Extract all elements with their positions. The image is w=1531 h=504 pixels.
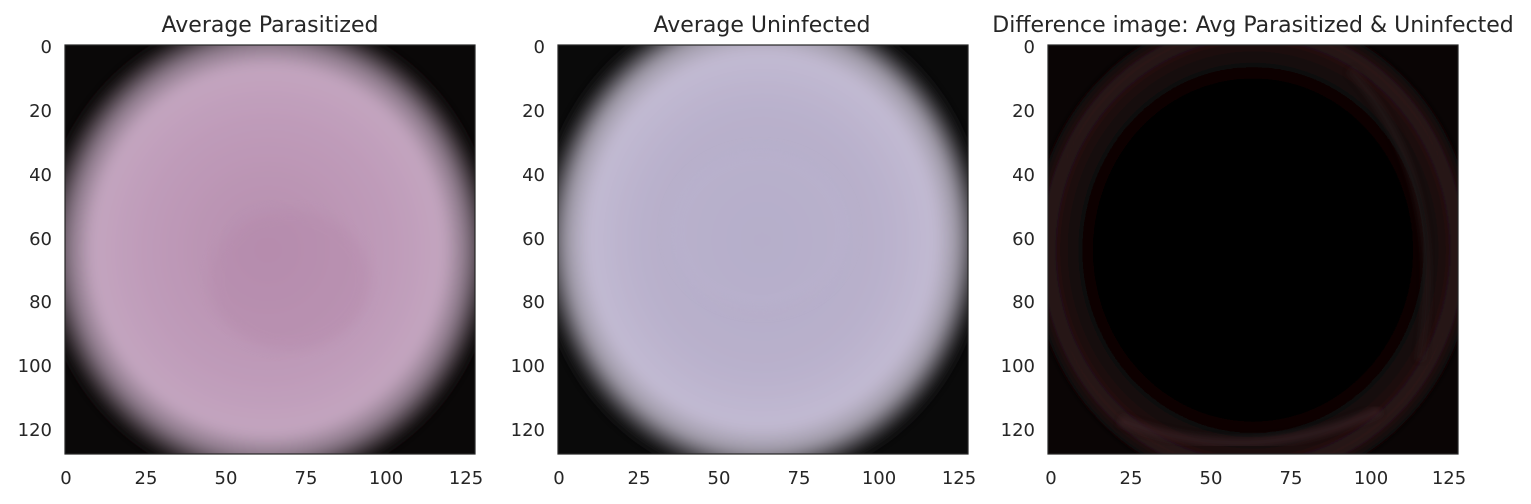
x-tick-label: 50	[1200, 468, 1223, 489]
panel-title: Average Uninfected	[654, 13, 871, 38]
y-tick-label: 60	[29, 229, 52, 250]
x-tick-label: 50	[215, 468, 238, 489]
y-tick-label: 20	[29, 101, 52, 122]
x-tick-label: 125	[1432, 468, 1466, 489]
x-tick-label: 125	[942, 468, 976, 489]
x-axis: 0 25 50 75 100 125	[1045, 468, 1466, 489]
y-tick-label: 100	[511, 356, 545, 377]
average-uninfected-image	[558, 45, 968, 454]
x-tick-label: 125	[449, 468, 483, 489]
x-tick-label: 0	[1045, 468, 1056, 489]
y-tick-label: 120	[511, 420, 545, 441]
y-tick-label: 100	[1001, 356, 1035, 377]
x-tick-label: 25	[628, 468, 651, 489]
y-tick-label: 60	[522, 229, 545, 250]
y-tick-label: 80	[522, 292, 545, 313]
y-tick-label: 0	[1024, 37, 1035, 58]
average-parasitized-image	[65, 45, 475, 454]
y-tick-label: 100	[18, 356, 52, 377]
y-axis: 0 20 40 60 80 100 120	[511, 37, 545, 441]
panel-title: Average Parasitized	[162, 13, 379, 38]
y-tick-label: 20	[1012, 101, 1035, 122]
panel-title: Difference image: Avg Parasitized & Unin…	[992, 13, 1513, 38]
x-tick-label: 50	[708, 468, 731, 489]
axes-frame	[1047, 44, 1459, 455]
x-tick-label: 75	[295, 468, 318, 489]
x-tick-label: 100	[862, 468, 896, 489]
y-tick-label: 40	[1012, 165, 1035, 186]
y-tick-label: 40	[29, 165, 52, 186]
y-tick-label: 60	[1012, 229, 1035, 250]
axes-frame	[64, 44, 476, 455]
panel-parasitized: Average Parasitized 0 25 50 75 100 125 0…	[18, 13, 484, 489]
y-axis: 0 20 40 60 80 100 120	[18, 37, 52, 441]
x-tick-label: 0	[553, 468, 564, 489]
y-tick-label: 0	[41, 37, 52, 58]
panel-difference: Difference image: Avg Parasitized & Unin…	[992, 13, 1513, 489]
y-tick-label: 0	[534, 37, 545, 58]
x-tick-label: 75	[788, 468, 811, 489]
y-tick-label: 80	[1012, 292, 1035, 313]
x-tick-label: 100	[1354, 468, 1388, 489]
x-tick-label: 25	[135, 468, 158, 489]
x-axis: 0 25 50 75 100 125	[60, 468, 483, 489]
y-tick-label: 20	[522, 101, 545, 122]
y-axis: 0 20 40 60 80 100 120	[1001, 37, 1035, 441]
y-tick-label: 120	[1001, 420, 1035, 441]
x-tick-label: 75	[1280, 468, 1303, 489]
difference-image	[1048, 45, 1458, 454]
x-tick-label: 25	[1120, 468, 1143, 489]
x-axis: 0 25 50 75 100 125	[553, 468, 976, 489]
y-tick-label: 40	[522, 165, 545, 186]
panel-uninfected: Average Uninfected 0 25 50 75 100 125 0 …	[511, 13, 977, 489]
axes-frame	[557, 44, 969, 455]
y-tick-label: 80	[29, 292, 52, 313]
x-tick-label: 0	[60, 468, 71, 489]
x-tick-label: 100	[369, 468, 403, 489]
y-tick-label: 120	[18, 420, 52, 441]
